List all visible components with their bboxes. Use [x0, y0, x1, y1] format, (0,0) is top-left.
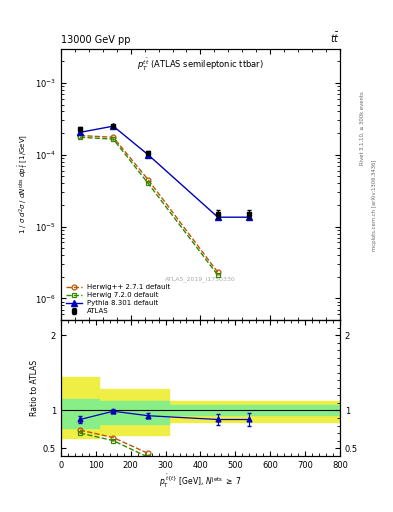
Line: Pythia 8.301 default: Pythia 8.301 default — [77, 123, 252, 220]
Pythia 8.301 default — [247, 214, 252, 220]
Y-axis label: Ratio to ATLAS: Ratio to ATLAS — [30, 360, 39, 416]
X-axis label: $p^{\,\bar{t}\{t\}}_{\rm T}$ [GeV], $N^{\rm jets}$ $\geq$ 7: $p^{\,\bar{t}\{t\}}_{\rm T}$ [GeV], $N^{… — [159, 472, 242, 489]
Herwig 7.2.0 default — [111, 136, 116, 142]
Herwig++ 2.7.1 default — [111, 134, 116, 140]
Y-axis label: 1 / $\sigma$ $d^2\!\sigma$ / $dN^{\rm obs}$ $dp^{\,\bar{t}}_{\rm T}$ [1/GeV]: 1 / $\sigma$ $d^2\!\sigma$ / $dN^{\rm ob… — [17, 134, 31, 234]
Pythia 8.301 default — [78, 129, 83, 135]
Text: $p_T^{t\bar{t}}$ (ATLAS semileptonic ttbar): $p_T^{t\bar{t}}$ (ATLAS semileptonic ttb… — [137, 57, 264, 73]
Text: mcplots.cern.ch [arXiv:1306.3436]: mcplots.cern.ch [arXiv:1306.3436] — [373, 159, 377, 250]
Pythia 8.301 default — [111, 123, 116, 129]
Text: ATLAS_2019_I1750330: ATLAS_2019_I1750330 — [165, 276, 236, 282]
Herwig 7.2.0 default — [78, 134, 83, 140]
Text: 13000 GeV pp: 13000 GeV pp — [61, 35, 130, 45]
Pythia 8.301 default — [215, 214, 220, 220]
Herwig++ 2.7.1 default — [215, 269, 220, 275]
Herwig 7.2.0 default — [146, 180, 151, 186]
Text: $t\bar{t}$: $t\bar{t}$ — [330, 31, 340, 45]
Herwig++ 2.7.1 default — [78, 133, 83, 139]
Legend: Herwig++ 2.7.1 default, Herwig 7.2.0 default, Pythia 8.301 default, ATLAS: Herwig++ 2.7.1 default, Herwig 7.2.0 def… — [64, 282, 173, 316]
Line: Herwig 7.2.0 default: Herwig 7.2.0 default — [78, 135, 220, 278]
Herwig++ 2.7.1 default — [146, 177, 151, 183]
Pythia 8.301 default — [146, 152, 151, 158]
Text: Rivet 3.1.10, ≥ 300k events: Rivet 3.1.10, ≥ 300k events — [360, 91, 365, 165]
Herwig 7.2.0 default — [215, 272, 220, 279]
Line: Herwig++ 2.7.1 default: Herwig++ 2.7.1 default — [78, 133, 220, 275]
